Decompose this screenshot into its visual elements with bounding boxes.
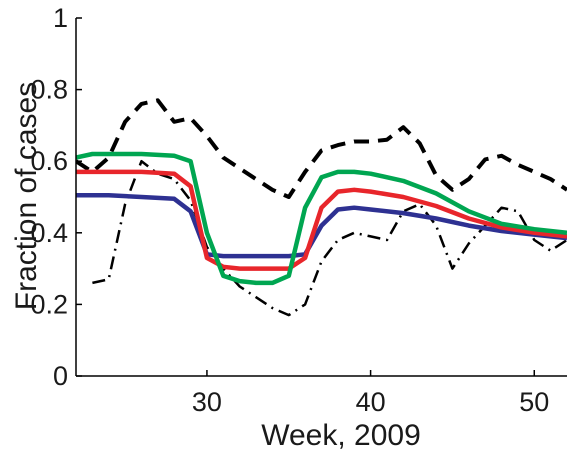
y-tick-label: 0.8	[30, 75, 68, 105]
y-tick-label: 0.4	[30, 218, 68, 248]
axes: 0 0.2 0.4 0.6 0.8 1 30 40 50	[30, 3, 567, 417]
y-tick-label: 1	[53, 3, 68, 33]
series-line-3	[76, 192, 567, 259]
x-axis-label: Week, 2009	[261, 419, 421, 452]
x-tick-label: 30	[192, 387, 222, 417]
x-tick-label: 40	[356, 387, 386, 417]
series-line-2	[92, 159, 567, 317]
series-line-1	[76, 98, 567, 199]
y-tick-label: 0.6	[30, 146, 68, 176]
x-tick-label: 50	[519, 387, 549, 417]
series-layer	[76, 98, 567, 317]
series-line-4	[76, 169, 567, 271]
y-axis-label: Fraction of cases	[10, 82, 43, 310]
series-line-5	[76, 151, 567, 286]
y-tick-label: 0	[53, 361, 68, 391]
y-tick-label: 0.2	[30, 289, 68, 319]
